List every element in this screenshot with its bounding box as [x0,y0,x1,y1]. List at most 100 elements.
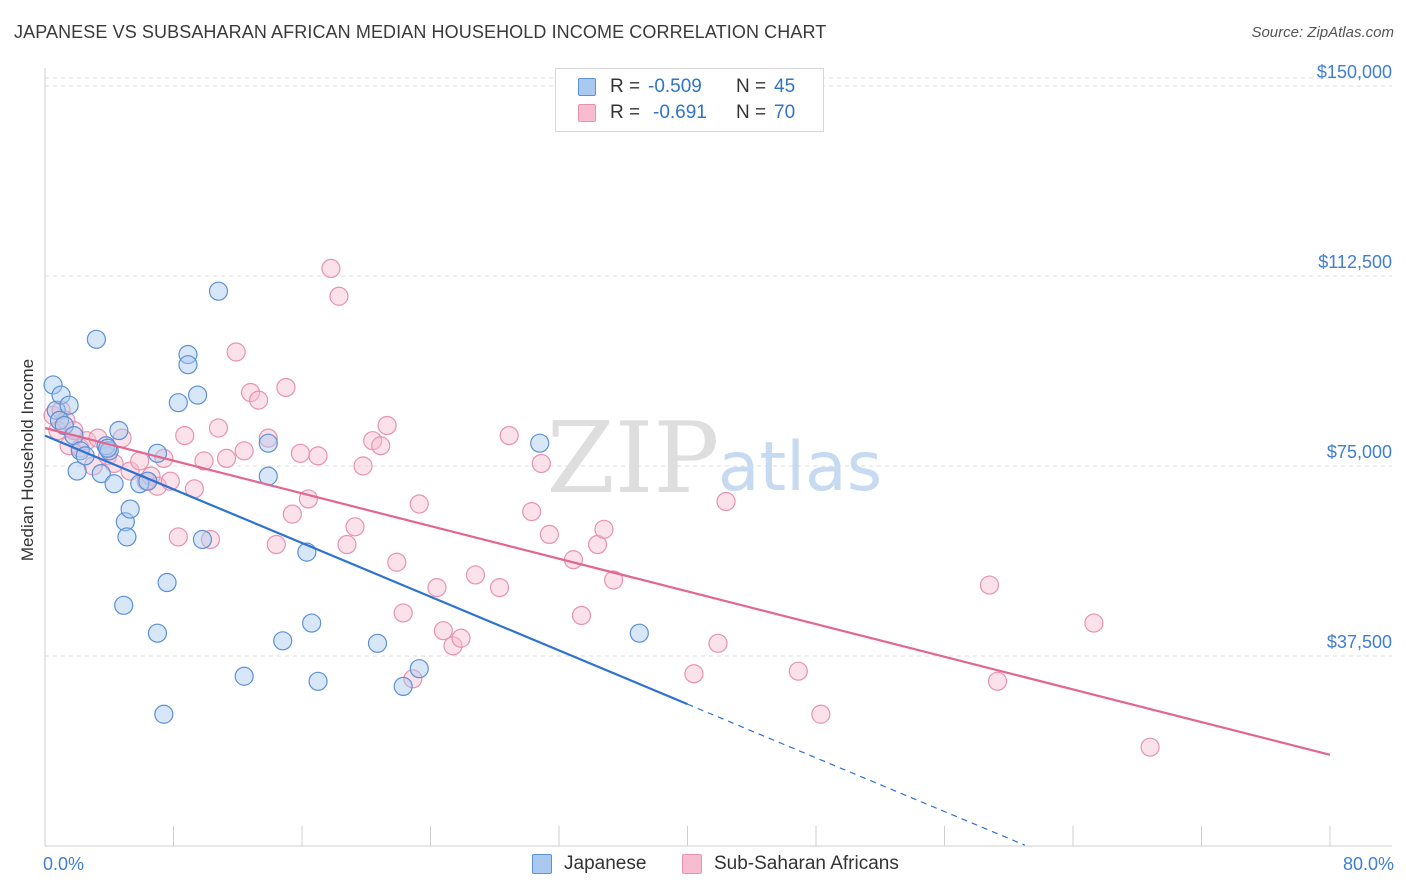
japanese-point [168,393,188,413]
ssa-point [451,628,471,648]
japanese-point [208,281,229,301]
japanese-point [43,375,63,395]
ssa-point [241,382,261,403]
ssa-point [531,453,551,474]
ssa-point [987,671,1008,691]
tick-labels: $37,500 $75,000 $112,500 $150,000 0.0% 80.0% [43,62,1394,874]
ssa-point [329,286,349,306]
ssa-point [433,621,453,641]
ssa-point [604,570,624,590]
ssa-point [539,524,559,545]
ssa-point [708,633,728,653]
ssa-point [393,603,413,623]
series-legend: Japanese Sub-Saharan Africans [0,852,1406,878]
n-label: N = [736,76,767,97]
ssa-point [465,565,486,585]
watermark-zip: ZIP [547,402,720,516]
ssa-point [216,448,237,468]
japanese-legend-swatch [532,854,552,874]
y-tick-label: $150,000 [1317,62,1392,82]
correlation-legend: R = -0.509 N = 45 R = -0.691 N = 70 [555,68,824,132]
ssa-point [716,491,736,512]
japanese-point [59,395,79,415]
ssa-point [979,575,1000,595]
ssa-point [371,436,391,456]
ssa-point [594,519,614,539]
ssa-point [249,390,269,410]
ssa-point [290,443,310,463]
japanese-point [629,623,649,643]
ssa-point [208,418,229,438]
ssa-point [443,636,463,656]
japanese-point [187,385,208,405]
y-tick-label: $37,500 [1327,632,1392,652]
japanese-point [54,415,74,436]
x-tick-label-min: 0.0% [43,854,84,874]
japanese-point [302,613,322,633]
ssa-point [403,669,423,689]
japanese-point [157,572,177,593]
ssa-point [1084,613,1104,633]
ssa-point [226,342,246,362]
japanese-point [367,633,388,653]
x-tick-label-max: 80.0% [1343,854,1394,874]
japanese-point [178,344,198,365]
r-value: -0.509 [648,76,702,97]
japanese-trend-extension [687,703,1026,846]
n-label: N = [736,102,767,123]
japanese-trend-line [44,434,688,706]
ssa-point [282,504,302,524]
ssa-point [258,428,278,448]
ssa-point [308,446,328,466]
ssa-point [427,577,447,598]
japanese-point [147,443,168,463]
ssa-trend-line [44,426,1331,756]
ssa-point [175,426,195,446]
japanese-point [117,527,137,547]
y-tick-label: $75,000 [1327,442,1392,462]
r-label: R = [610,76,641,97]
trend-lines [44,426,1331,846]
ssa-point [788,661,808,681]
japanese-point [51,385,71,405]
watermark: ZIP atlas [547,402,883,516]
ssa-point [409,494,429,514]
y-tick-label: $112,500 [1318,252,1392,272]
ssa-point [276,377,296,398]
legend-label-japanese: Japanese [564,853,647,874]
ssa-point [321,258,341,278]
ssa-point [194,451,214,471]
ssa-point [337,534,357,555]
ssa-point [234,441,254,461]
japanese-point [147,623,168,643]
ssa-point [811,704,831,724]
japanese-point [86,329,107,349]
n-value: 45 [774,76,796,97]
ssa-point [377,415,397,436]
ssa-point [1140,737,1160,757]
axes [44,68,1392,847]
japanese-point [109,420,129,441]
ssa-point [387,552,407,572]
ssa-point [571,605,592,626]
japanese-point [104,474,124,494]
r-value: -0.691 [653,102,707,123]
japanese-swatch [578,78,596,96]
japanese-point [308,671,328,691]
japanese-point [120,499,140,519]
japanese-point [234,666,254,686]
japanese-point [154,704,174,724]
japanese-point [115,512,135,532]
ssa-point [489,577,510,598]
ssa-point [353,456,373,476]
japanese-point [91,464,111,484]
japanese-point [273,631,293,651]
ssa-point [684,664,704,684]
source-attribution: Source: ZipAtlas.com [1251,24,1394,41]
ssa-point [200,529,221,550]
n-value: 70 [774,102,796,123]
japanese-point [192,529,213,550]
japanese-point [393,676,413,697]
ssa-point [266,534,286,555]
